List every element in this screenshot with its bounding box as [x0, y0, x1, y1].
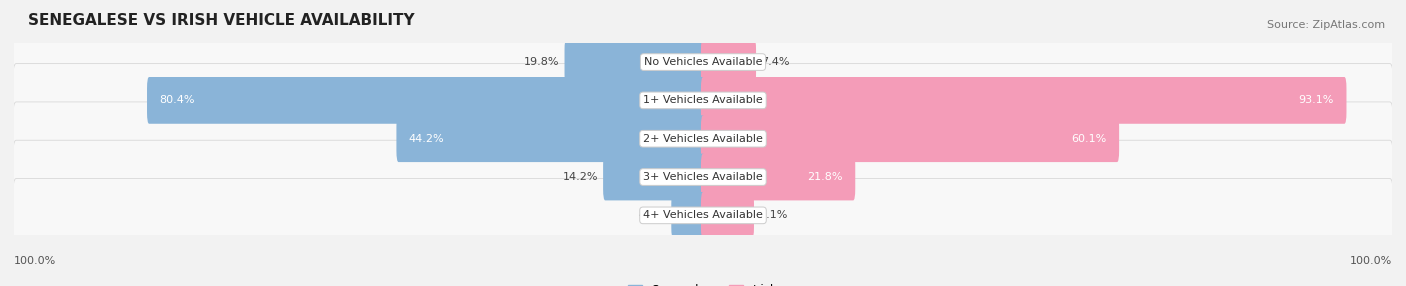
FancyBboxPatch shape	[671, 192, 704, 239]
Text: 7.1%: 7.1%	[759, 210, 787, 220]
Text: 80.4%: 80.4%	[159, 96, 195, 105]
Text: 100.0%: 100.0%	[1350, 256, 1392, 266]
Text: SENEGALESE VS IRISH VEHICLE AVAILABILITY: SENEGALESE VS IRISH VEHICLE AVAILABILITY	[28, 13, 415, 27]
Text: 7.4%: 7.4%	[761, 57, 789, 67]
Text: 1+ Vehicles Available: 1+ Vehicles Available	[643, 96, 763, 105]
FancyBboxPatch shape	[13, 63, 1393, 137]
FancyBboxPatch shape	[13, 25, 1393, 99]
FancyBboxPatch shape	[702, 39, 756, 86]
FancyBboxPatch shape	[702, 77, 1347, 124]
FancyBboxPatch shape	[603, 154, 704, 200]
Text: 19.8%: 19.8%	[524, 57, 560, 67]
FancyBboxPatch shape	[702, 192, 754, 239]
FancyBboxPatch shape	[13, 102, 1393, 176]
Text: 4+ Vehicles Available: 4+ Vehicles Available	[643, 210, 763, 220]
Text: 44.2%: 44.2%	[409, 134, 444, 144]
Text: Source: ZipAtlas.com: Source: ZipAtlas.com	[1267, 20, 1385, 30]
Text: 21.8%: 21.8%	[807, 172, 842, 182]
Text: 2+ Vehicles Available: 2+ Vehicles Available	[643, 134, 763, 144]
Text: 3+ Vehicles Available: 3+ Vehicles Available	[643, 172, 763, 182]
Text: No Vehicles Available: No Vehicles Available	[644, 57, 762, 67]
Text: 93.1%: 93.1%	[1299, 96, 1334, 105]
FancyBboxPatch shape	[702, 154, 855, 200]
Text: 100.0%: 100.0%	[14, 256, 56, 266]
FancyBboxPatch shape	[396, 115, 704, 162]
FancyBboxPatch shape	[565, 39, 704, 86]
FancyBboxPatch shape	[148, 77, 704, 124]
Text: 4.3%: 4.3%	[638, 210, 666, 220]
FancyBboxPatch shape	[13, 140, 1393, 214]
FancyBboxPatch shape	[702, 115, 1119, 162]
FancyBboxPatch shape	[13, 178, 1393, 252]
Legend: Senegalese, Irish: Senegalese, Irish	[623, 279, 783, 286]
Text: 14.2%: 14.2%	[562, 172, 599, 182]
Text: 60.1%: 60.1%	[1071, 134, 1107, 144]
